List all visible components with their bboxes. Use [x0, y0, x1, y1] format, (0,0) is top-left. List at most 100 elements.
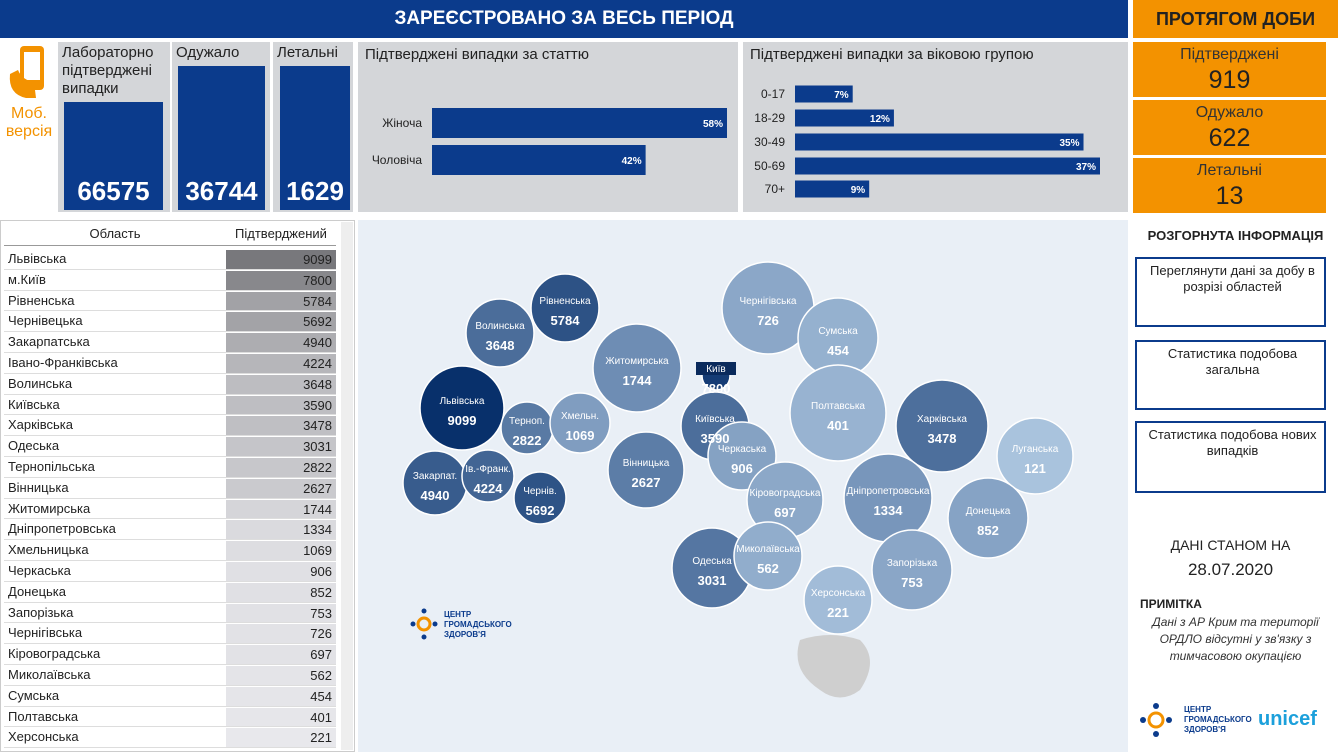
side-button[interactable]	[1135, 340, 1326, 410]
table-row	[4, 457, 336, 478]
bar	[795, 180, 870, 198]
table-row	[4, 415, 336, 437]
region-label: Житомирська	[605, 356, 669, 367]
value-cell-bar	[226, 458, 336, 477]
region-label: Полтавська	[811, 401, 865, 412]
side-button[interactable]	[1135, 421, 1326, 493]
table-row	[4, 353, 336, 374]
map-region	[419, 365, 505, 451]
region-value: 753	[901, 575, 923, 590]
table-row	[4, 603, 336, 624]
value-cell-bar	[226, 270, 336, 290]
value-cell-bar	[226, 374, 336, 394]
map-region	[843, 453, 933, 543]
region-value: 1744	[623, 373, 653, 388]
daily-label: Підтверджені	[1180, 46, 1279, 63]
value-cell-bar	[226, 499, 336, 519]
charts: Підтверджені випадки за статтю Жіноча 58% Ч…	[365, 46, 1100, 198]
region-value: 1069	[303, 543, 332, 559]
region-value: 7800	[303, 272, 332, 288]
value-cell-bar	[226, 520, 336, 540]
region-name: Одеська	[8, 438, 60, 454]
value-cell-bar	[226, 562, 336, 581]
daily-box	[1133, 100, 1326, 155]
table-row	[4, 374, 336, 395]
region-value: 562	[757, 561, 779, 576]
table-row	[4, 540, 336, 561]
side-button[interactable]	[1135, 257, 1326, 327]
note: Дані з АР Крим та території ОРДЛО відсут…	[1152, 615, 1319, 663]
region-name: Полтавська	[8, 708, 79, 724]
region-label: Терноп.	[509, 416, 545, 427]
value-label: 42%	[622, 156, 642, 167]
value-cell-bar	[226, 541, 336, 560]
table-row	[4, 311, 336, 333]
daily-label: Одужало	[1195, 104, 1264, 121]
region-name: Миколаївська	[8, 667, 91, 682]
table-row	[4, 478, 336, 499]
region-name: Кіровоградська	[8, 646, 101, 662]
region-name: Закарпатська	[8, 334, 90, 350]
kpi-value: 66575	[77, 176, 150, 206]
mobile-link[interactable]: Моб. версія	[5, 105, 53, 140]
region-label: Харківська	[917, 414, 967, 425]
region-label: Львівська	[440, 396, 485, 407]
region-label: Миколаївська	[736, 544, 800, 555]
table-row	[4, 707, 336, 728]
value-cell-bar	[226, 250, 336, 269]
logo-icon	[410, 608, 438, 640]
date-label: ДАНІ СТАНОМ НА	[1170, 537, 1291, 553]
category-label: 70+	[765, 182, 785, 196]
region-name: Київська	[8, 396, 60, 412]
region-name: Чернігівська	[8, 625, 83, 641]
unicef-logo: unicef	[1258, 708, 1317, 730]
region-value: 221	[827, 605, 849, 620]
region-name: Дніпропетровська	[8, 521, 116, 537]
region-value: 4224	[303, 356, 332, 371]
category-label: 18-29	[754, 111, 785, 125]
region-name: Харківська	[8, 417, 73, 433]
region-value: 697	[310, 647, 332, 663]
region-value: 4940	[303, 335, 332, 351]
value-cell-bar	[226, 354, 336, 373]
region-value: 221	[310, 730, 332, 746]
table-row	[4, 623, 336, 645]
region-label: Донецька	[966, 506, 1011, 517]
region-value: 3648	[303, 376, 332, 392]
category-label: 50-69	[754, 159, 785, 173]
daily-title: ПРОТЯГОМ ДОБИ	[1133, 0, 1338, 38]
region-value: 454	[827, 343, 849, 358]
region-name: Житомирська	[8, 500, 91, 516]
region-value: 753	[310, 605, 332, 621]
region-value: 3031	[698, 573, 727, 588]
region-label: Запорізька	[887, 558, 938, 569]
region-value: 852	[977, 523, 999, 538]
region-value: 697	[774, 505, 796, 520]
region-value: 1744	[303, 501, 332, 517]
table-row	[4, 582, 336, 603]
region-label: Волинська	[475, 321, 525, 332]
table-row	[4, 665, 336, 686]
daily-value: 13	[1215, 182, 1244, 210]
bar	[795, 109, 894, 127]
value-cell-bar	[226, 686, 336, 706]
table-row	[4, 270, 336, 291]
region-value: 3478	[303, 418, 332, 434]
value-cell-bar	[226, 312, 336, 332]
region-label: Сумська	[818, 326, 858, 337]
chart-title: Підтверджені випадки за статтю	[365, 46, 589, 63]
map-region	[996, 417, 1074, 495]
region-name: Черкаська	[8, 563, 71, 578]
scrollbar[interactable]	[341, 222, 353, 750]
crimea	[797, 635, 870, 698]
region-label: Вінницька	[623, 458, 670, 469]
region-value: 4224	[474, 481, 504, 496]
logo-text: ЦЕНТР ГРОМАДСЬКОГО ЗДОРОВ'Я	[444, 610, 512, 639]
table-row	[4, 332, 336, 353]
region-value: 3590	[303, 397, 332, 413]
table-row	[4, 686, 336, 707]
label-box	[696, 362, 736, 375]
region-name: Львівська	[8, 251, 67, 266]
region-label: Хмельн.	[561, 411, 599, 422]
daily-box	[1133, 158, 1326, 213]
